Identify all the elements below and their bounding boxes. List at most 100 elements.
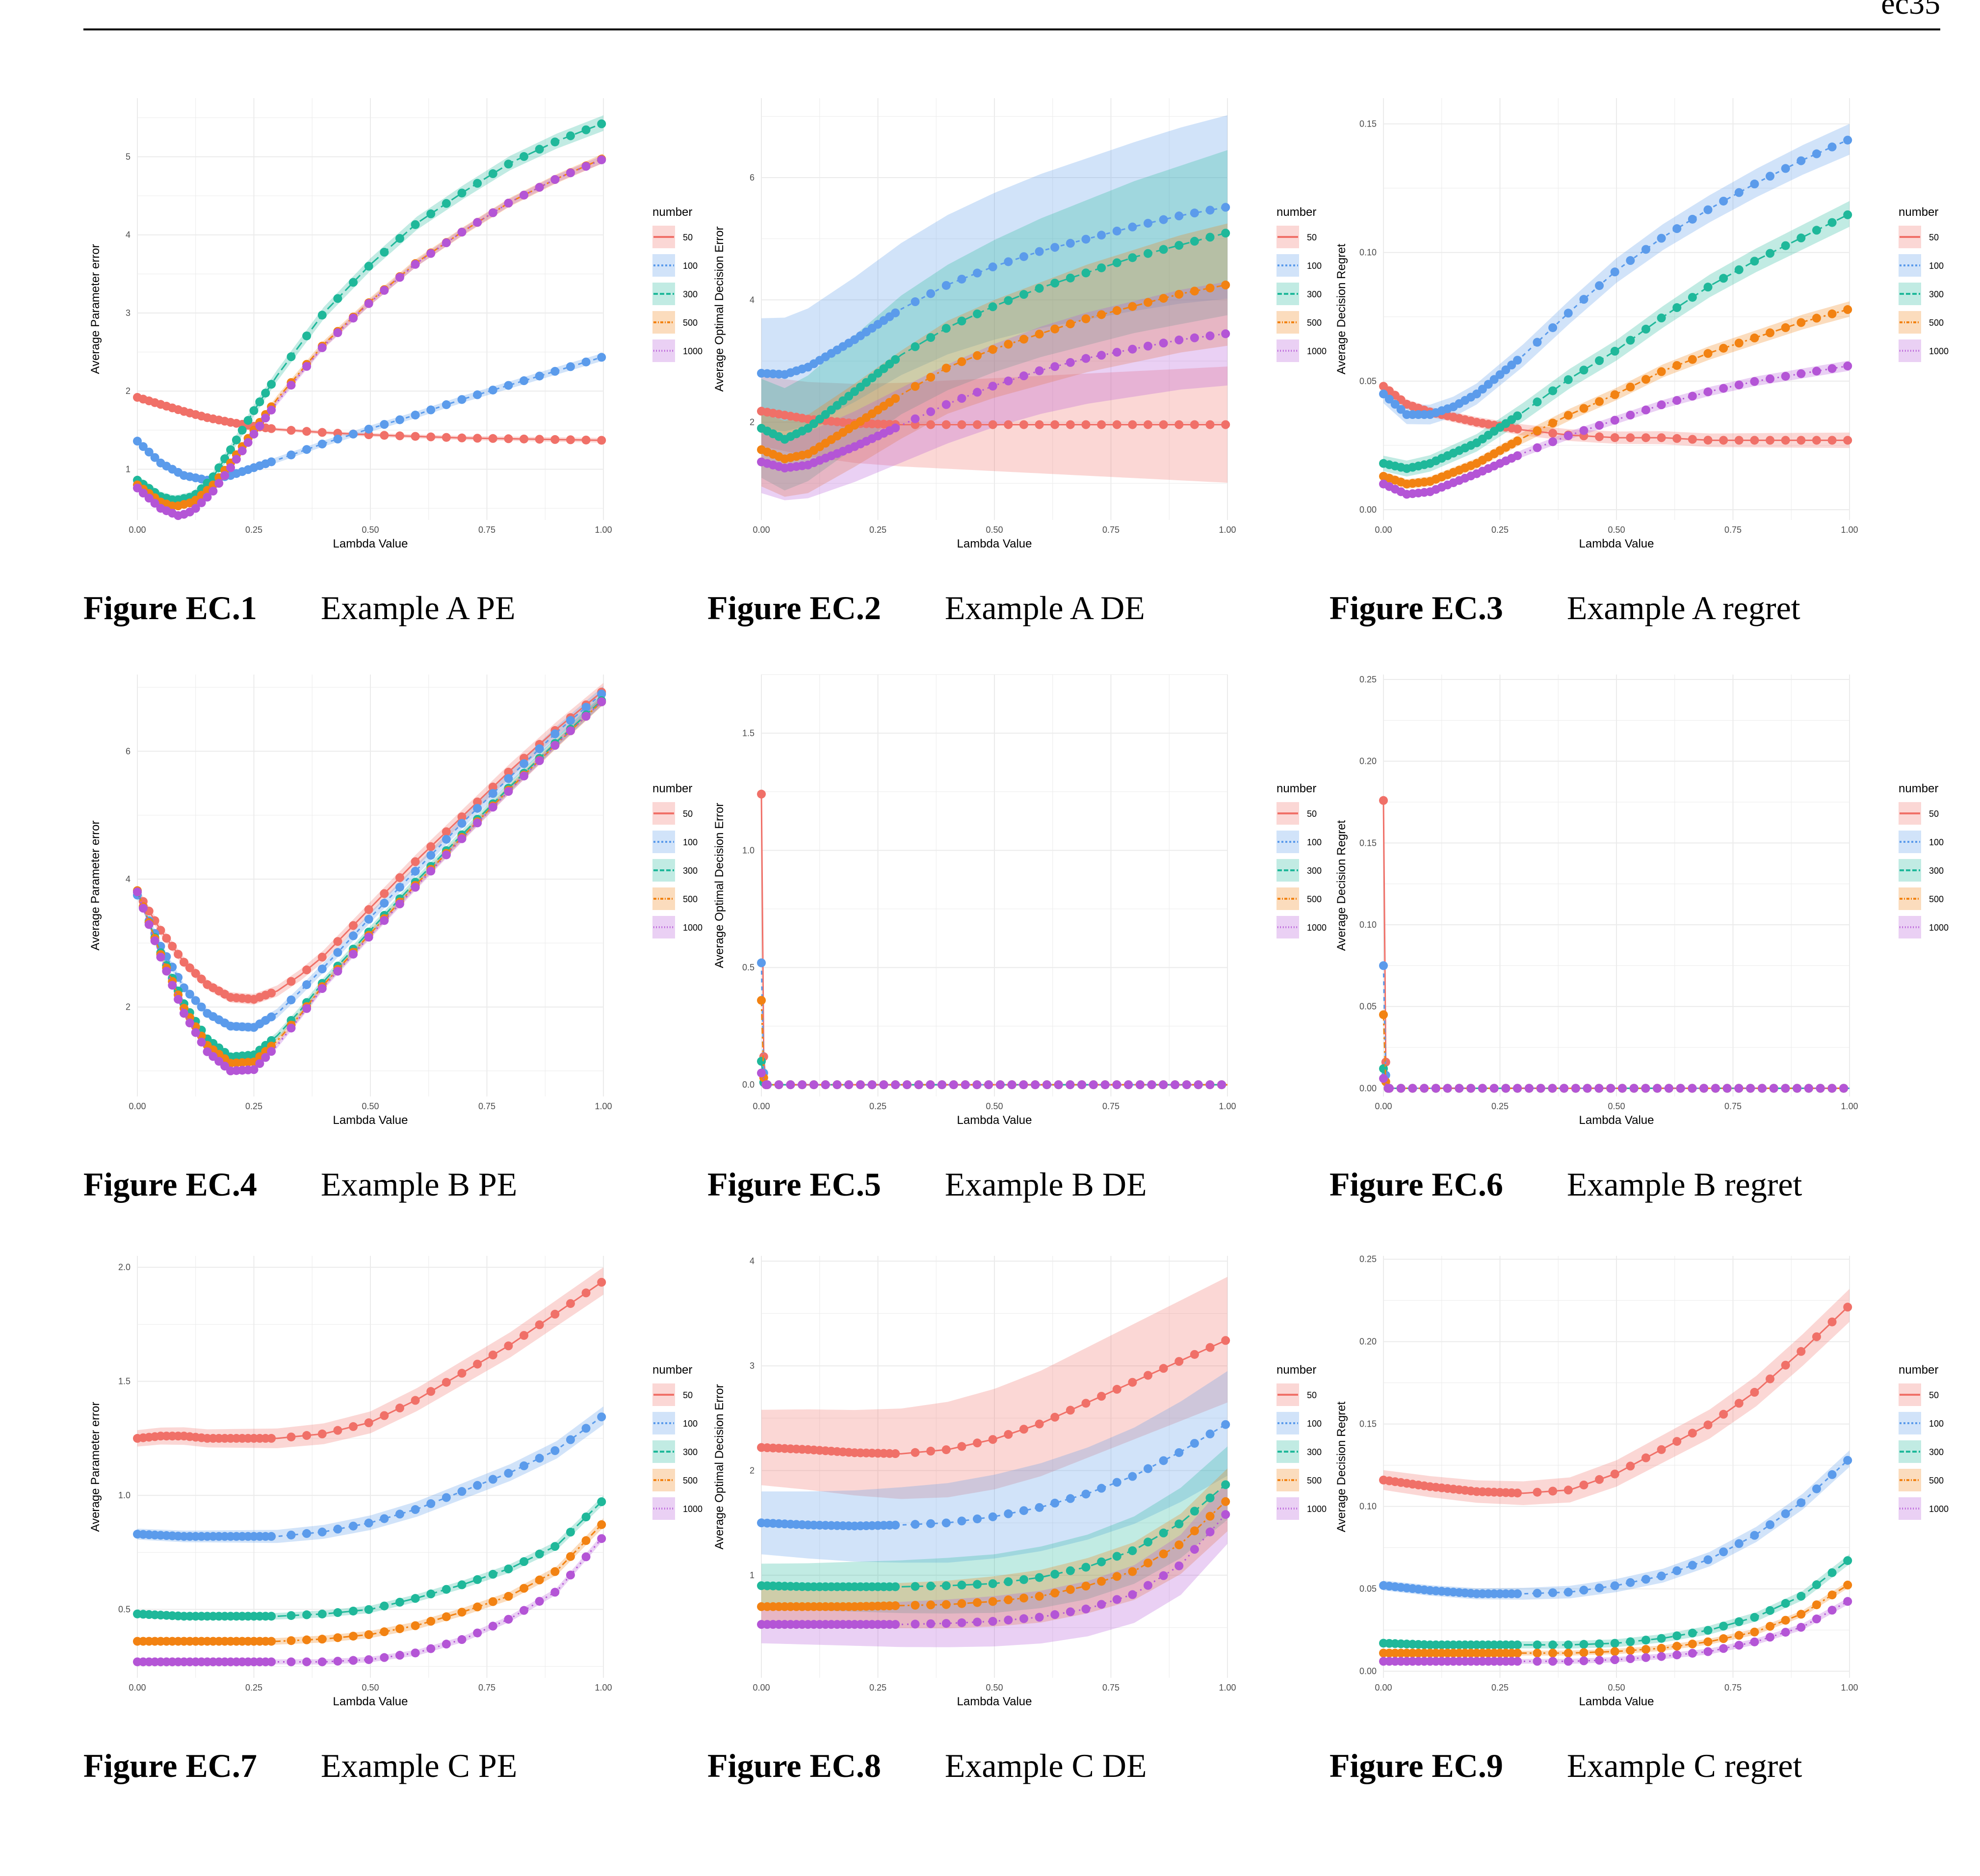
point-300	[395, 1597, 404, 1607]
point-300	[1019, 290, 1028, 299]
point-100	[349, 1521, 358, 1531]
point-100	[1097, 1484, 1106, 1493]
legend-swatch-1000	[652, 339, 675, 362]
point-100	[1050, 1498, 1060, 1508]
caption-text: Example C DE	[944, 1747, 1147, 1784]
point-50	[566, 1299, 575, 1308]
x-tick-label: 0.25	[1491, 1101, 1509, 1111]
point-100	[457, 1487, 467, 1496]
point-100	[1190, 1439, 1199, 1448]
point-100	[150, 453, 159, 462]
point-300	[941, 324, 951, 333]
point-300	[1221, 1480, 1230, 1489]
point-1000	[1843, 1597, 1852, 1606]
point-1000	[957, 394, 966, 403]
point-100	[488, 1475, 497, 1484]
point-1000	[1205, 1527, 1215, 1537]
point-100	[1396, 405, 1406, 414]
point-50	[1797, 1347, 1806, 1356]
legend-swatch-1000	[1277, 1497, 1299, 1520]
point-300	[333, 1608, 342, 1617]
legend-label-50: 50	[1307, 809, 1317, 819]
point-300	[457, 188, 467, 198]
point-100	[488, 386, 497, 395]
x-axis-title: Lambda Value	[333, 1114, 408, 1127]
point-50	[162, 934, 171, 943]
legend: number 50 100 300 500 1000	[652, 782, 703, 938]
point-1000	[1533, 443, 1542, 452]
point-1000	[1548, 1657, 1558, 1666]
point-1000	[550, 741, 560, 750]
point-1000	[191, 504, 200, 513]
point-300	[1734, 1617, 1744, 1626]
chart-panel-ec9: 0.00 0.25 0.50 0.75 1.00 0.00 0.05 0.10 0.15 0.20…	[1329, 1241, 1980, 1732]
point-500	[1190, 287, 1199, 296]
point-50	[488, 1350, 497, 1359]
point-1000	[1536, 1084, 1545, 1093]
point-50	[1221, 420, 1230, 429]
point-1000	[203, 1047, 212, 1056]
point-300	[1827, 218, 1837, 227]
y-tick-label: 1.5	[742, 728, 755, 738]
point-100	[1472, 390, 1481, 399]
point-100	[597, 689, 606, 699]
point-50	[1827, 436, 1837, 445]
point-300	[957, 1580, 966, 1589]
point-50	[197, 974, 206, 984]
point-1000	[1420, 1084, 1429, 1093]
point-100	[473, 390, 482, 399]
point-300	[267, 380, 276, 389]
legend-label-50: 50	[1929, 233, 1939, 242]
point-100	[1843, 135, 1852, 145]
point-300	[1159, 245, 1168, 254]
x-tick-label: 0.50	[986, 525, 1003, 535]
point-1000	[197, 498, 206, 507]
point-50	[364, 905, 373, 914]
point-50	[1672, 434, 1682, 443]
point-300	[1174, 1519, 1184, 1529]
point-1000	[1501, 1084, 1511, 1093]
legend-title: number	[1899, 206, 1938, 219]
point-300	[973, 309, 982, 318]
point-1000	[1579, 1656, 1589, 1666]
point-100	[1159, 215, 1168, 224]
point-100	[1548, 323, 1558, 332]
point-50	[1781, 1360, 1790, 1370]
legend-label-100: 100	[1307, 837, 1322, 847]
point-100	[1484, 380, 1493, 389]
point-500	[457, 1608, 467, 1617]
legend-label-100: 100	[683, 837, 698, 847]
caption-label: Figure EC.4	[83, 1166, 257, 1203]
point-1000	[1513, 1084, 1522, 1093]
point-100	[1595, 281, 1604, 290]
point-1000	[1431, 1084, 1440, 1093]
point-300	[457, 1580, 467, 1589]
point-500	[1827, 1590, 1837, 1600]
point-1000	[1478, 1084, 1487, 1093]
point-1000	[138, 489, 148, 498]
x-axis-title: Lambda Value	[333, 537, 408, 550]
point-100	[1766, 172, 1775, 181]
caption-label: Figure EC.5	[707, 1166, 881, 1203]
point-300	[1190, 1507, 1199, 1516]
point-100	[317, 964, 327, 974]
x-axis-title: Lambda Value	[1579, 1695, 1654, 1708]
point-50	[317, 428, 327, 437]
point-100	[1035, 247, 1044, 256]
point-50	[957, 420, 966, 429]
point-300	[1610, 346, 1619, 356]
point-50	[1097, 1392, 1106, 1401]
x-tick-label: 0.75	[478, 525, 495, 535]
point-1000	[261, 1053, 270, 1062]
point-500	[442, 1612, 451, 1621]
point-1000	[1112, 1595, 1121, 1604]
point-100	[1066, 238, 1075, 248]
y-axis-title: Average Parameter error	[89, 244, 102, 374]
legend-label-100: 100	[683, 1419, 698, 1429]
y-tick-label: 3	[126, 308, 130, 318]
point-50	[1657, 433, 1666, 443]
point-500	[1128, 1567, 1137, 1576]
band-50	[137, 1267, 603, 1448]
point-1000	[1843, 361, 1852, 370]
point-1000	[1396, 1084, 1406, 1093]
